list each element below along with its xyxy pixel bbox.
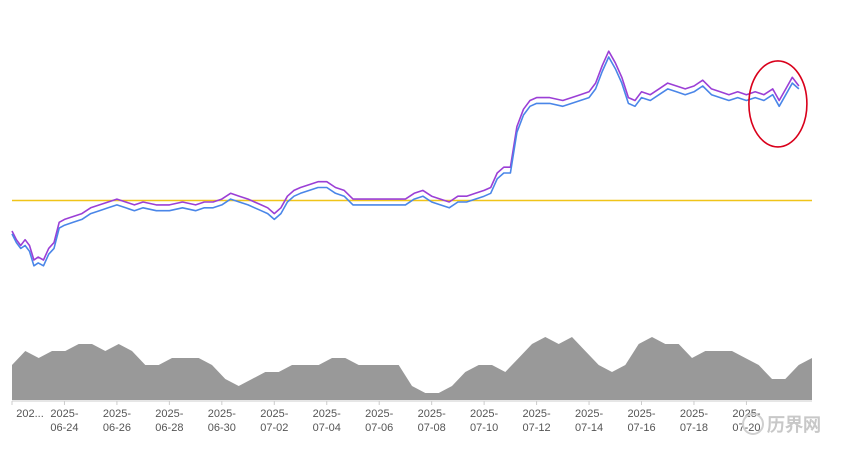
series-line-2 xyxy=(11,56,800,267)
x-axis: 202... 2025- 06-24 2025- 06-26 2025- 06-28 2025… xyxy=(11,400,812,434)
x-tick-label: 2025- xyxy=(208,408,236,420)
x-tick-label: 2025- xyxy=(627,408,655,420)
x-tick-label: 07-14 xyxy=(575,422,603,434)
x-tick-label: 06-28 xyxy=(155,422,183,434)
x-tick-label: 07-04 xyxy=(313,422,341,434)
x-tick-label: 07-08 xyxy=(418,422,446,434)
x-tick-label: 2025- xyxy=(470,408,498,420)
x-tick-label: 2025- xyxy=(680,408,708,420)
x-tick-label: 06-30 xyxy=(208,422,236,434)
annotation-ellipse xyxy=(748,60,808,148)
x-tick-label: 2025- xyxy=(732,408,760,420)
watermark-text: 历界网 xyxy=(767,415,821,436)
x-tick-label: 07-02 xyxy=(260,422,288,434)
x-tick-label: 07-18 xyxy=(680,422,708,434)
overview-area xyxy=(12,337,812,400)
overview-area-chart xyxy=(12,337,812,400)
highlight-circle xyxy=(748,60,808,148)
x-tick-label: 07-16 xyxy=(627,422,655,434)
x-tick-label: 2025- xyxy=(260,408,288,420)
x-tick-label: 06-24 xyxy=(50,422,78,434)
x-tick-label: 06-26 xyxy=(103,422,131,434)
watermark-icon xyxy=(742,413,764,435)
x-tick-label: 07-06 xyxy=(365,422,393,434)
x-tick-label: 07-20 xyxy=(732,422,760,434)
x-tick-label: 2025- xyxy=(313,408,341,420)
x-tick-label: 2025- xyxy=(575,408,603,420)
x-tick-label: 2025- xyxy=(50,408,78,420)
x-tick-label: 2025- xyxy=(155,408,183,420)
series-line-1 xyxy=(11,50,800,261)
x-tick-label: 2025- xyxy=(523,408,551,420)
x-tick-label: 07-10 xyxy=(470,422,498,434)
x-tick-label: 2025- xyxy=(418,408,446,420)
x-tick-label: 2025- xyxy=(103,408,131,420)
x-tick-label: 202... xyxy=(16,408,44,420)
x-tick-label: 07-12 xyxy=(523,422,551,434)
main-plot-area xyxy=(11,50,812,267)
watermark-logo: 历界网 xyxy=(742,413,821,436)
x-tick-label: 2025- xyxy=(365,408,393,420)
